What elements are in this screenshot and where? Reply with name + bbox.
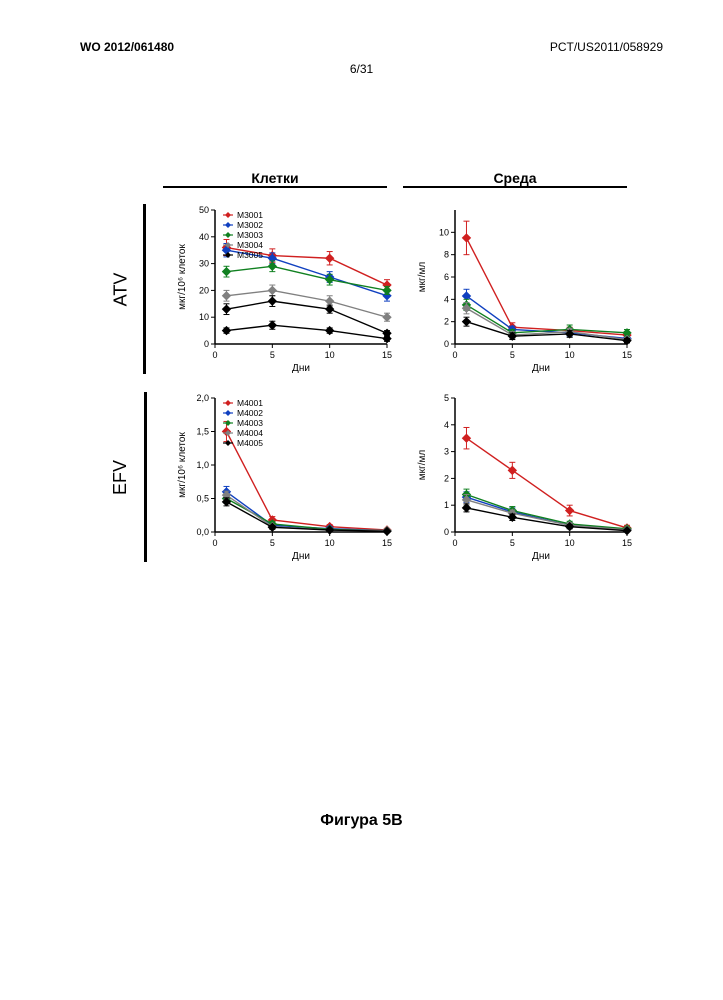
svg-text:Дни: Дни [532,551,550,562]
header-page-number: 6/31 [0,62,723,76]
svg-text:M3001: M3001 [237,210,263,220]
row-label-atv-text: ATV [110,272,131,306]
svg-text:0: 0 [452,538,457,548]
header-gutter [95,170,155,198]
svg-text:10: 10 [199,312,209,322]
chart-atv-cells-svg: 01020304050051015Днимкг/10⁶ клетокM3001M… [173,204,393,374]
figure-caption: Фигура 5B [0,812,723,830]
svg-text:0: 0 [452,350,457,360]
chart-efv-media: 0 1 2 3 4 5 0 5 10 15 Дни мкг/мл [413,392,633,562]
row-label-efv-text: EFV [110,459,131,494]
svg-text:1,0: 1,0 [196,460,209,470]
svg-text:5: 5 [444,393,449,403]
chart-atv-media-svg: 0 2 4 6 8 10 0 5 10 15 Дни мкг/мл [413,204,633,374]
svg-text:M4003: M4003 [237,418,263,428]
svg-text:M4002: M4002 [237,408,263,418]
svg-text:10: 10 [439,227,449,237]
svg-text:10: 10 [565,350,575,360]
column-header-cells-label: Клетки [155,170,395,186]
column-header-media: Среда [395,170,635,198]
svg-text:20: 20 [199,285,209,295]
column-underline-media [403,186,627,188]
svg-text:8: 8 [444,250,449,260]
svg-text:3: 3 [444,447,449,457]
header-right: PCT/US2011/058929 [550,40,663,54]
column-underline-cells [163,186,387,188]
svg-text:0,5: 0,5 [196,494,209,504]
svg-text:0: 0 [444,527,449,537]
svg-text:15: 15 [622,350,632,360]
svg-text:30: 30 [199,259,209,269]
svg-text:Дни: Дни [292,363,310,374]
svg-text:5: 5 [510,538,515,548]
svg-text:M4001: M4001 [237,398,263,408]
row-label-atv-bar [143,204,146,374]
svg-text:10: 10 [565,538,575,548]
svg-text:50: 50 [199,205,209,215]
svg-text:5: 5 [270,350,275,360]
svg-text:Дни: Дни [292,551,310,562]
column-header-cells: Клетки [155,170,395,198]
svg-text:M4005: M4005 [237,438,263,448]
svg-text:6: 6 [444,272,449,282]
svg-text:15: 15 [622,538,632,548]
svg-text:5: 5 [270,538,275,548]
svg-text:мкг/10⁶ клеток: мкг/10⁶ клеток [177,244,188,310]
figure-5b: Клетки Среда ATV 01020304050051015Днимкг… [95,170,635,562]
chart-atv-media: 0 2 4 6 8 10 0 5 10 15 Дни мкг/мл [413,204,633,374]
svg-text:мкг/мл: мкг/мл [417,262,428,293]
svg-text:4: 4 [444,294,449,304]
svg-text:1,5: 1,5 [196,427,209,437]
svg-text:5: 5 [510,350,515,360]
chart-grid: ATV 01020304050051015Днимкг/10⁶ клетокM3… [95,204,635,562]
svg-text:10: 10 [325,538,335,548]
svg-text:15: 15 [382,538,392,548]
svg-text:Дни: Дни [532,363,550,374]
svg-text:0,0: 0,0 [196,527,209,537]
svg-text:15: 15 [382,350,392,360]
chart-atv-cells: 01020304050051015Днимкг/10⁶ клетокM3001M… [173,204,393,374]
header-left: WO 2012/061480 [80,40,174,54]
row-label-atv: ATV [95,204,155,374]
row-label-efv-bar [144,392,147,562]
svg-text:мкг/10⁶ клеток: мкг/10⁶ клеток [177,432,188,498]
svg-text:1: 1 [444,500,449,510]
svg-text:M3004: M3004 [237,240,263,250]
svg-text:4: 4 [444,420,449,430]
svg-text:M4004: M4004 [237,428,263,438]
svg-text:0: 0 [444,339,449,349]
svg-text:0: 0 [204,339,209,349]
row-label-efv: EFV [95,392,155,562]
svg-text:мкг/мл: мкг/мл [417,450,428,481]
svg-text:2: 2 [444,317,449,327]
page: WO 2012/061480 PCT/US2011/058929 6/31 Кл… [0,0,723,1000]
svg-text:M3002: M3002 [237,220,263,230]
chart-efv-cells-svg: 0,0 0,5 1,0 1,5 2,0 0 5 10 15 Дни мкг/10⁶ клеток M4… [173,392,393,562]
svg-text:10: 10 [325,350,335,360]
svg-text:M3005: M3005 [237,250,263,260]
svg-text:0: 0 [212,538,217,548]
svg-text:40: 40 [199,232,209,242]
svg-text:M3003: M3003 [237,230,263,240]
svg-text:2: 2 [444,473,449,483]
column-headers: Клетки Среда [95,170,635,198]
svg-text:2,0: 2,0 [196,393,209,403]
chart-efv-cells: 0,0 0,5 1,0 1,5 2,0 0 5 10 15 Дни мкг/10⁶ клеток M4… [173,392,393,562]
column-header-media-label: Среда [395,170,635,186]
svg-text:0: 0 [212,350,217,360]
chart-efv-media-svg: 0 1 2 3 4 5 0 5 10 15 Дни мкг/мл [413,392,633,562]
